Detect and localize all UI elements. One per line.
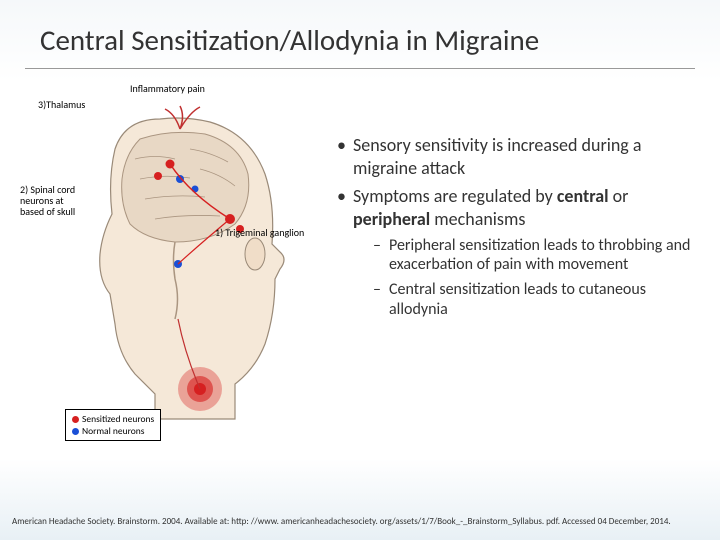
legend-normal-text: Normal neurons (82, 425, 145, 437)
citation-text: American Headache Society. Brainstorm. 2… (12, 516, 708, 528)
dot-icon (72, 416, 79, 423)
legend-sensitized: Sensitized neurons (72, 413, 154, 425)
anatomy-diagram: Inflammatory pain 3)Thalamus 2) Spinal c… (20, 79, 330, 429)
label-inflammatory: Inflammatory pain (130, 83, 205, 94)
dot-icon (72, 428, 79, 435)
bullet-2-bold1: central (557, 185, 609, 207)
label-trigeminal: 1) Trigeminal ganglion (215, 227, 304, 238)
bullet-2-post: mechanisms (430, 208, 525, 230)
sub-bullet-1: Peripheral sensitization leads to throbb… (373, 236, 695, 274)
label-thalamus: 3)Thalamus (38, 99, 85, 110)
content-area: Inflammatory pain 3)Thalamus 2) Spinal c… (0, 69, 720, 429)
bullet-2: Symptoms are regulated by central or per… (335, 185, 695, 230)
bullet-2-bold2: peripheral (353, 208, 430, 230)
bullet-list: Sensory sensitivity is increased during … (330, 79, 710, 429)
legend-box: Sensitized neurons Normal neurons (65, 409, 161, 441)
bullet-1: Sensory sensitivity is increased during … (335, 134, 695, 179)
bullet-2-mid: or (609, 185, 629, 207)
head-illustration (80, 104, 310, 424)
legend-normal: Normal neurons (72, 425, 154, 437)
slide-title: Central Sensitization/Allodynia in Migra… (0, 0, 720, 68)
label-spinal: 2) Spinal cord neurons at based of skull (20, 184, 75, 217)
legend-sensitized-text: Sensitized neurons (82, 413, 154, 425)
sub-bullet-2: Central sensitization leads to cutaneous… (373, 280, 695, 318)
bullet-2-pre: Symptoms are regulated by (353, 185, 557, 207)
